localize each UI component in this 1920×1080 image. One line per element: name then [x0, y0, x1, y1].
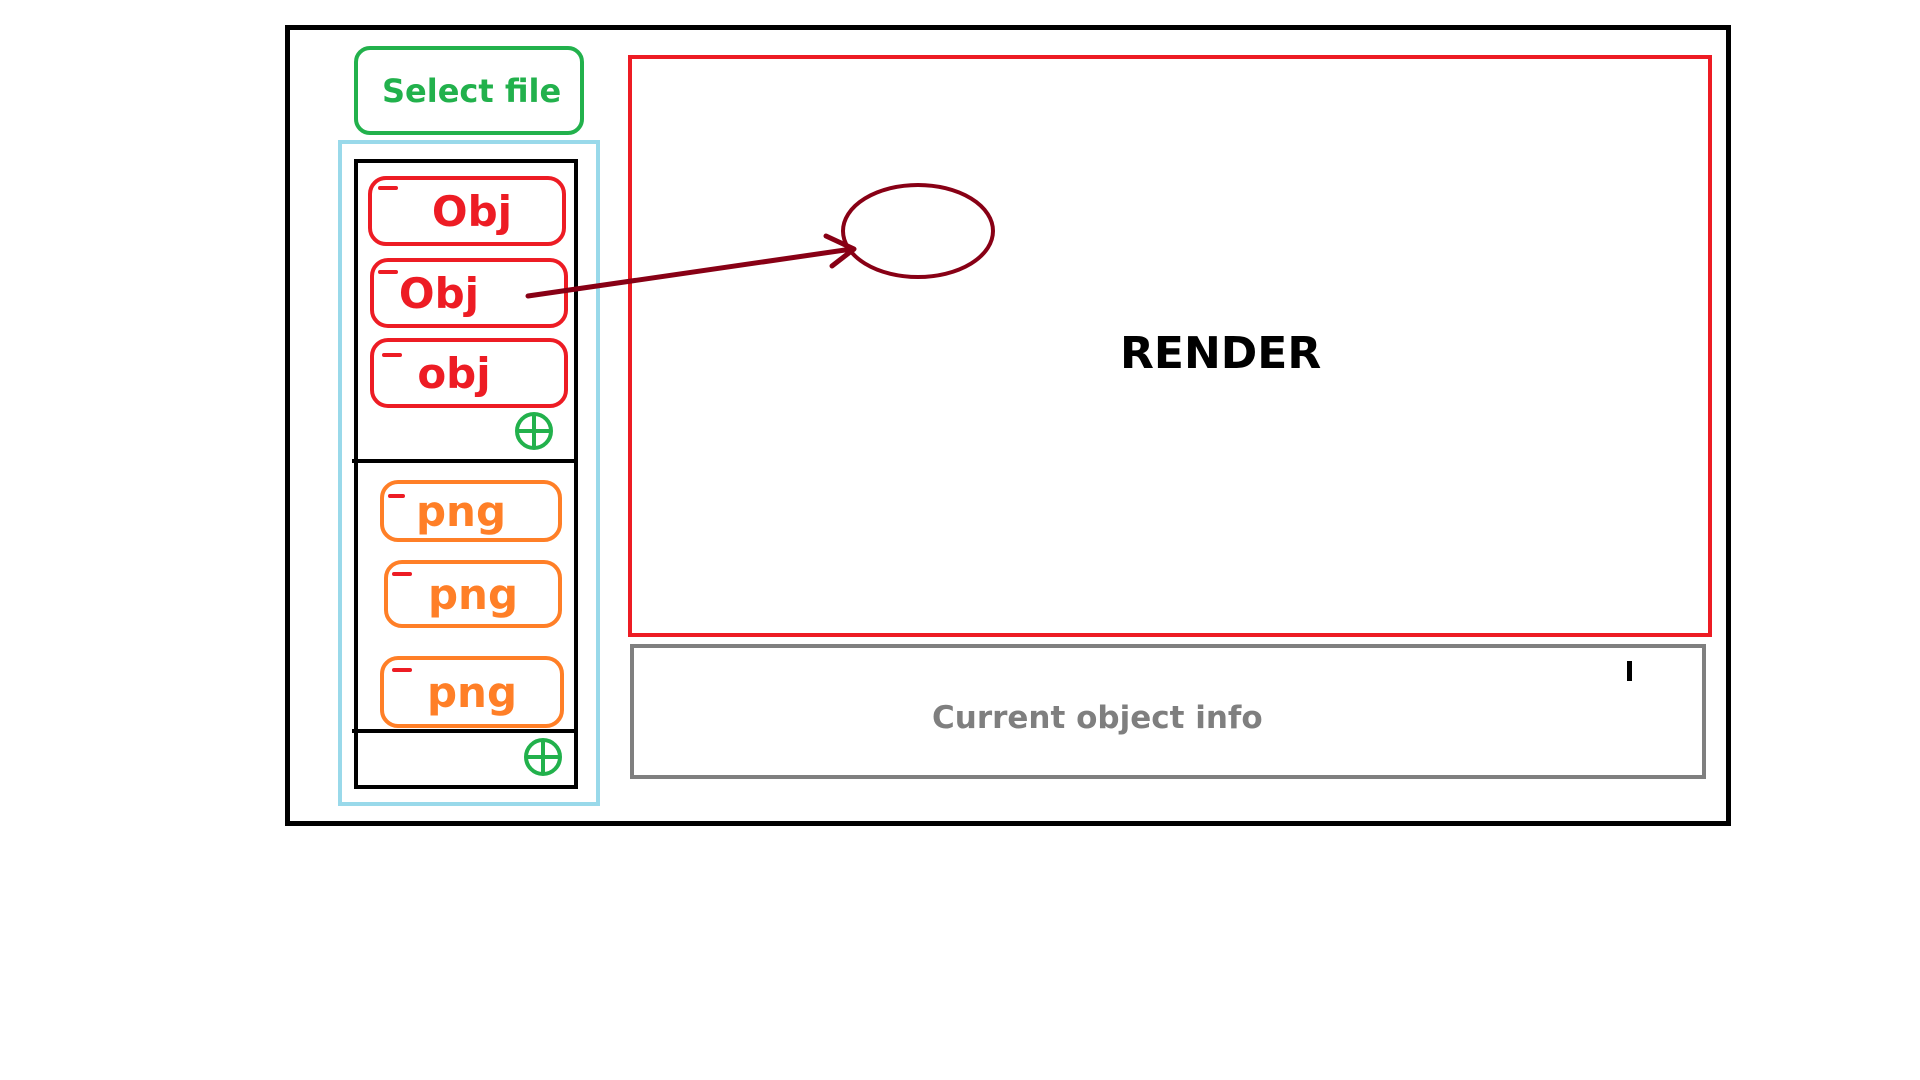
- app-window: [285, 25, 1731, 826]
- remove-png-icon[interactable]: [392, 668, 412, 672]
- text-cursor-icon: [1627, 661, 1632, 681]
- obj-item-label: obj: [417, 348, 491, 398]
- current-object-info-panel: [630, 644, 1706, 779]
- png-item-label: png: [415, 486, 507, 536]
- list-divider: [352, 459, 577, 463]
- list-divider: [352, 729, 577, 733]
- render-viewport[interactable]: [628, 55, 1712, 637]
- obj-item-label: Obj: [431, 186, 513, 236]
- current-object-info-label: Current object info: [932, 700, 1263, 736]
- obj-item-label: Obj: [398, 268, 480, 318]
- remove-png-icon[interactable]: [392, 572, 412, 576]
- render-label: RENDER: [1120, 328, 1322, 379]
- png-item[interactable]: png: [384, 560, 562, 628]
- obj-item[interactable]: Obj: [370, 258, 568, 328]
- remove-obj-icon[interactable]: [378, 186, 398, 190]
- remove-obj-icon[interactable]: [378, 270, 398, 274]
- png-item[interactable]: png: [380, 656, 564, 728]
- remove-png-icon[interactable]: [388, 494, 405, 498]
- file-list: [354, 159, 578, 789]
- png-item-label: png: [426, 667, 518, 717]
- add-obj-plus-circle-icon[interactable]: [514, 411, 554, 451]
- add-png-plus-circle-icon[interactable]: [523, 737, 563, 777]
- png-item[interactable]: png: [380, 480, 562, 542]
- obj-item[interactable]: obj: [370, 338, 568, 408]
- remove-obj-icon[interactable]: [382, 353, 402, 357]
- obj-item[interactable]: Obj: [368, 176, 566, 246]
- png-item-label: png: [427, 569, 519, 619]
- select-file-button[interactable]: Select file: [354, 46, 584, 135]
- sidebar: [338, 140, 600, 806]
